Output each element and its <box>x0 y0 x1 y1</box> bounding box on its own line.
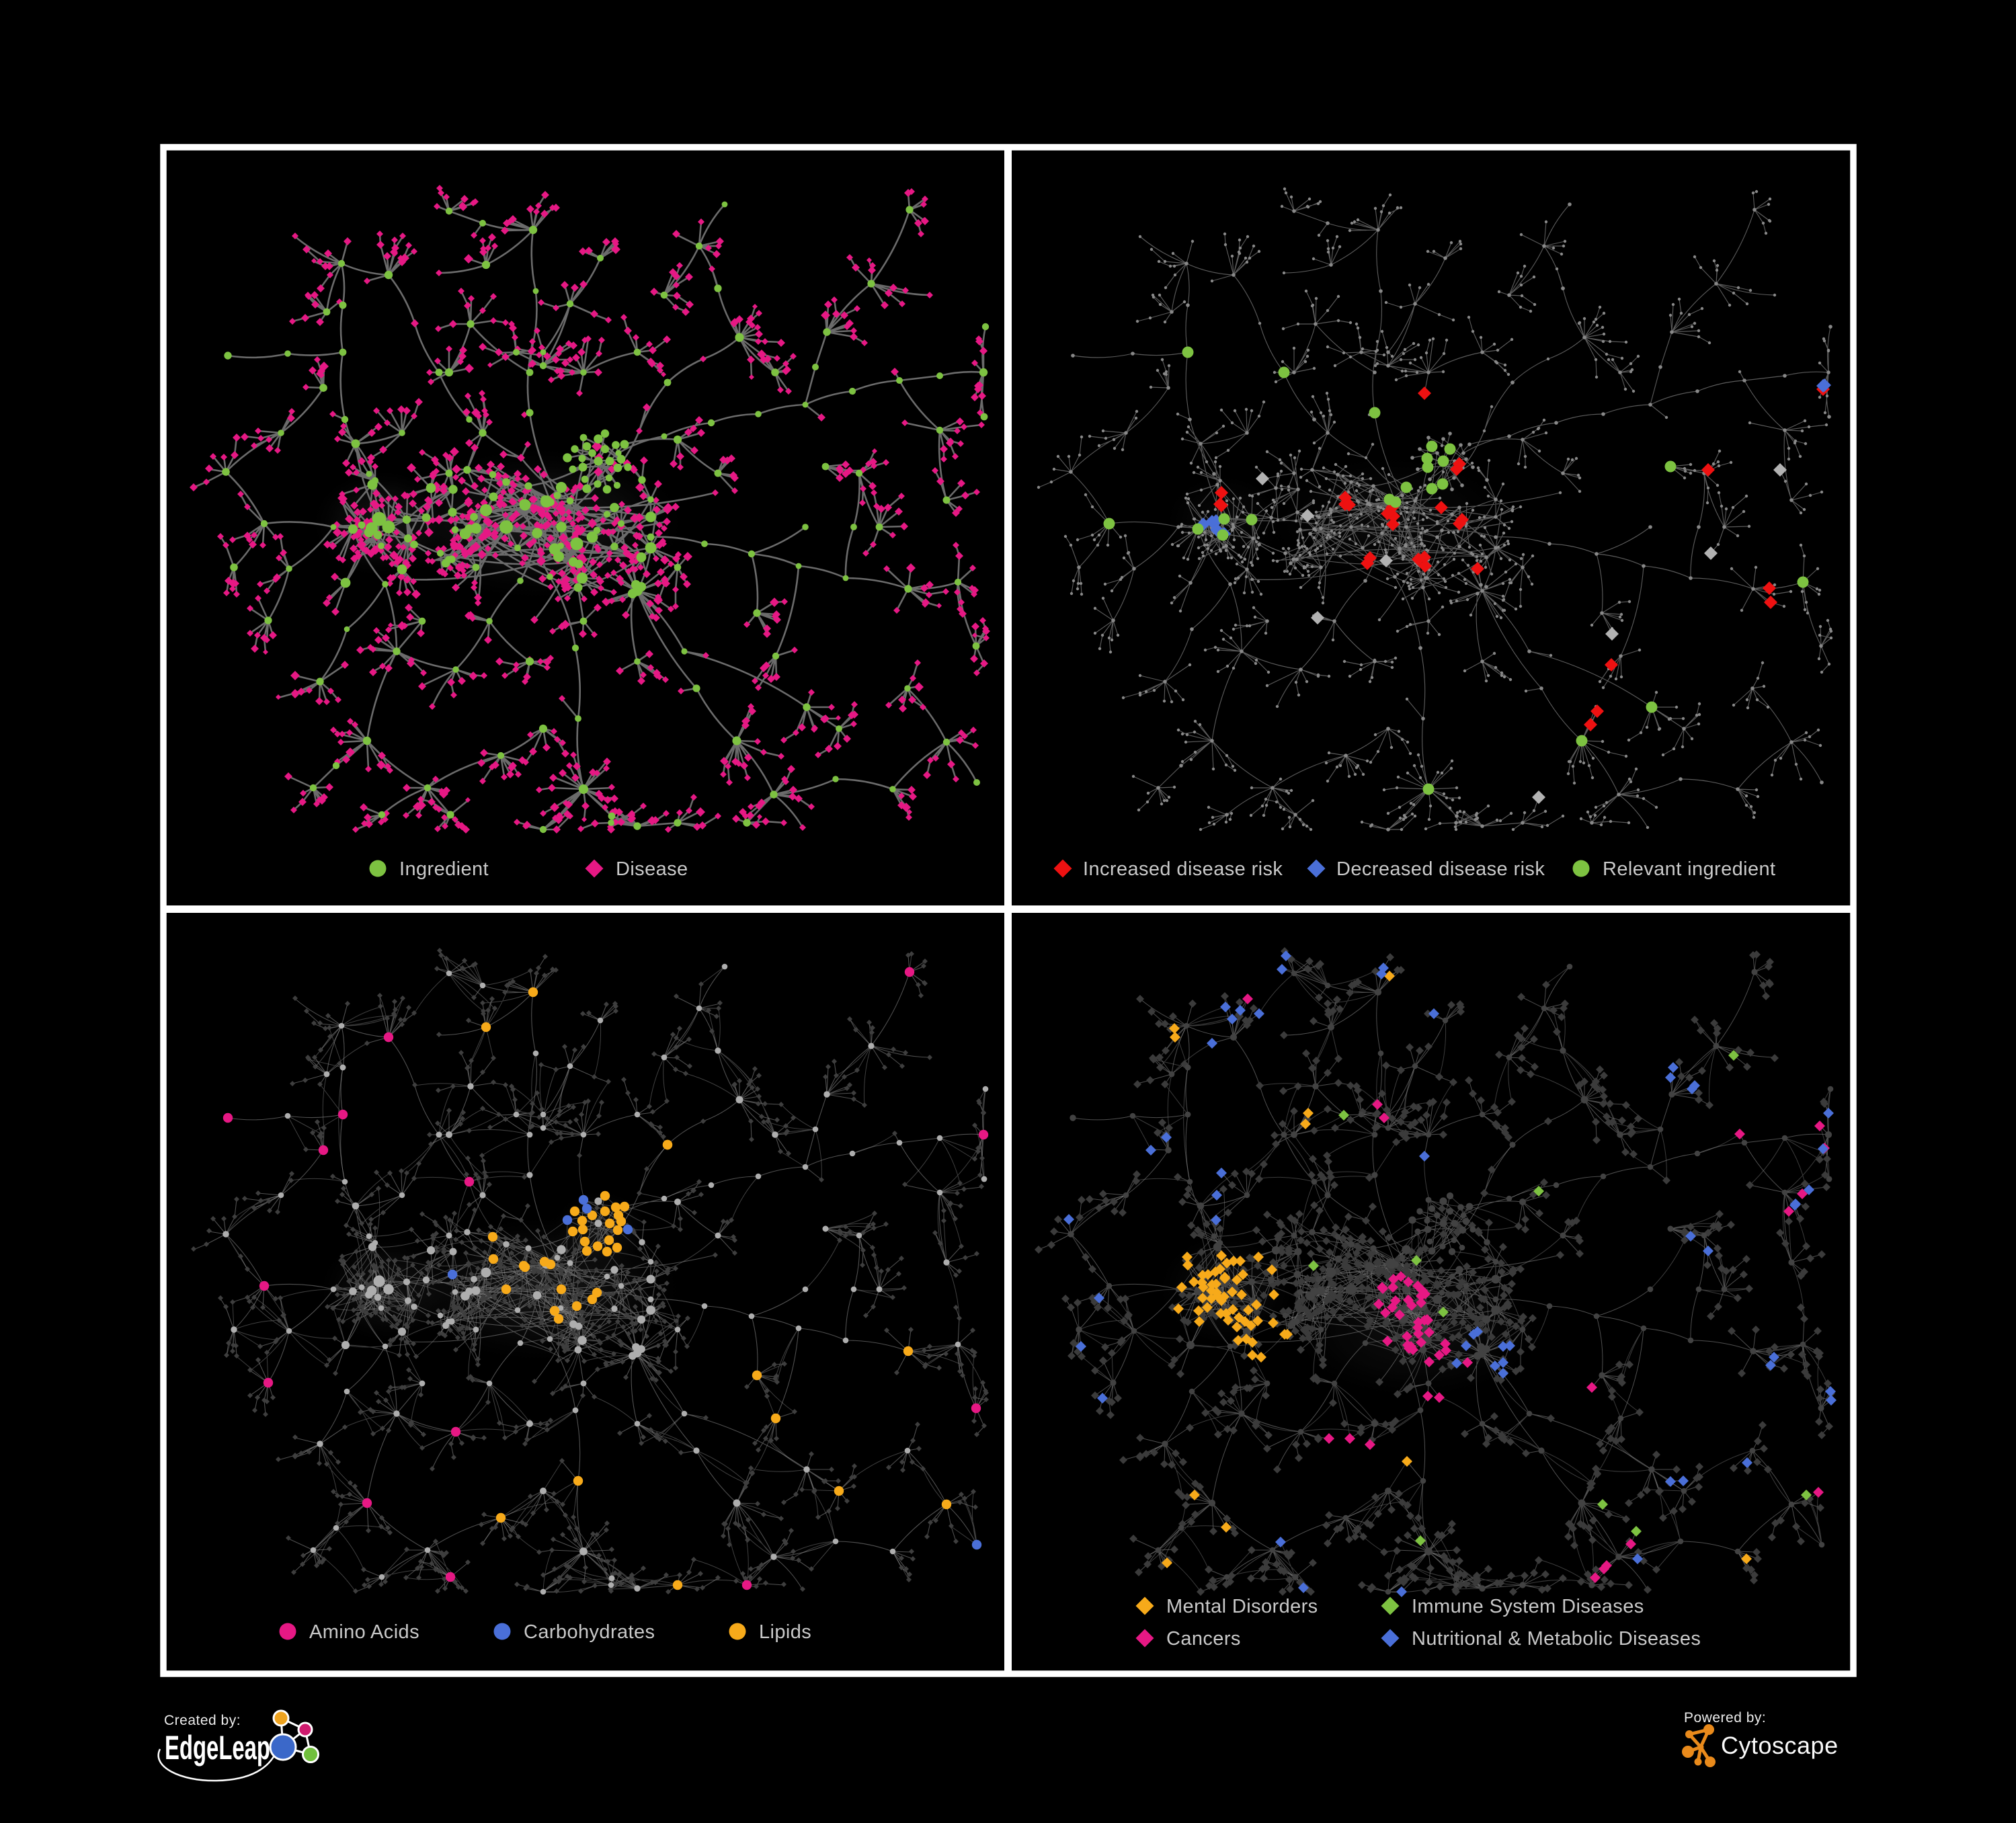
svg-text:Cancers: Cancers <box>1166 1628 1241 1650</box>
svg-text:Created by:: Created by: <box>164 1713 241 1728</box>
svg-text:Amino Acids: Amino Acids <box>309 1621 419 1643</box>
svg-text:Immune System Diseases: Immune System Diseases <box>1412 1596 1644 1617</box>
svg-text:Ingredient: Ingredient <box>399 858 489 880</box>
svg-text:Cytoscape: Cytoscape <box>1721 1732 1839 1759</box>
svg-text:Disease: Disease <box>616 858 688 880</box>
svg-text:Increased disease risk: Increased disease risk <box>1083 858 1283 880</box>
svg-text:Decreased disease risk: Decreased disease risk <box>1336 858 1545 880</box>
svg-text:EdgeLeap: EdgeLeap <box>165 1729 270 1767</box>
svg-text:Mental Disorders: Mental Disorders <box>1166 1596 1318 1617</box>
svg-text:Relevant ingredient: Relevant ingredient <box>1603 858 1775 880</box>
svg-text:Lipids: Lipids <box>759 1621 811 1643</box>
svg-text:Powered by:: Powered by: <box>1684 1710 1766 1726</box>
svg-text:Nutritional & Metabolic Diseas: Nutritional & Metabolic Diseases <box>1412 1628 1701 1650</box>
svg-text:Carbohydrates: Carbohydrates <box>524 1621 655 1643</box>
